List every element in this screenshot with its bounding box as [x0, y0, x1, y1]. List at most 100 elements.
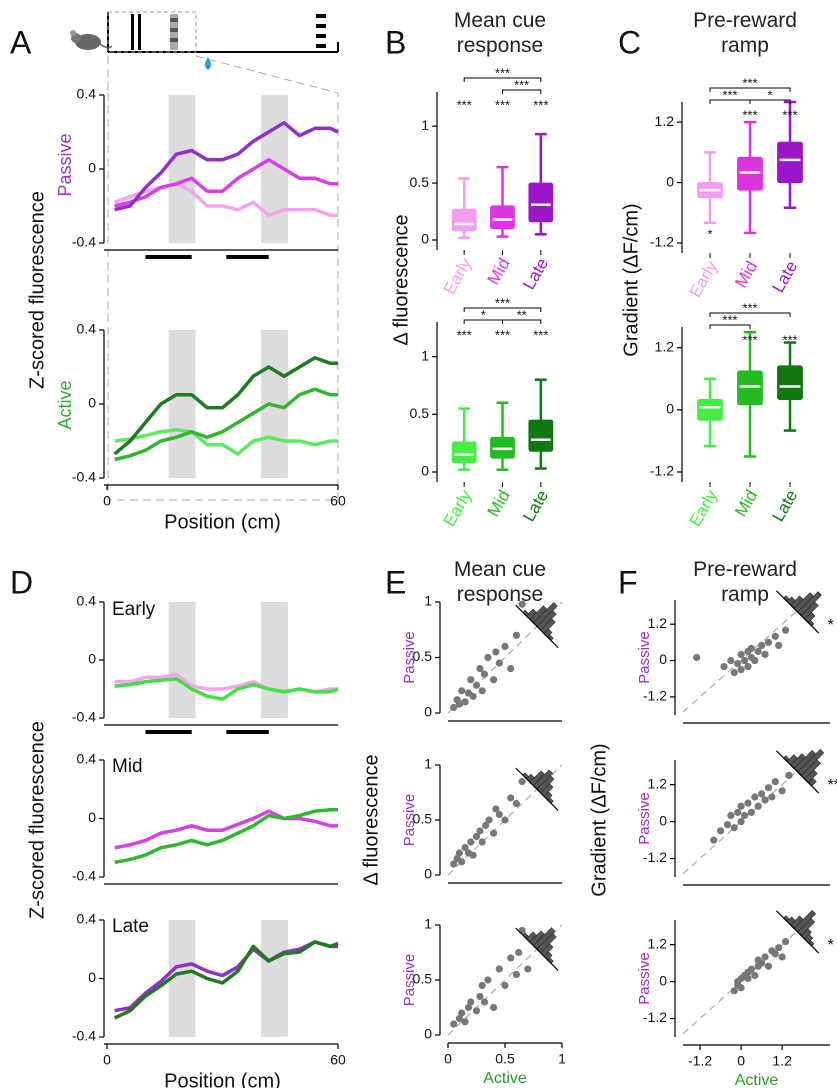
y-tick-label: 0 — [421, 231, 429, 247]
point — [512, 970, 521, 979]
box — [528, 182, 554, 223]
point — [771, 777, 779, 786]
x-tick-label: Early — [440, 486, 476, 529]
point — [751, 971, 759, 980]
histogram-base — [515, 927, 559, 971]
x-tick-label: Late — [768, 258, 801, 296]
y-tick-label: -1.2 — [650, 463, 674, 479]
point — [747, 644, 755, 653]
series-line — [113, 356, 338, 456]
y-axis-label: Passive — [636, 952, 653, 1005]
y-tick-label: -1.2 — [650, 234, 674, 250]
point — [518, 600, 526, 608]
point — [507, 794, 515, 802]
point — [785, 771, 793, 779]
x-tick-label: Mid — [731, 487, 761, 520]
series-line — [114, 807, 338, 865]
shaded-zone — [168, 602, 196, 718]
significance: *** — [742, 332, 757, 347]
x-tick-label: 1.2 — [772, 1053, 792, 1069]
point — [730, 824, 738, 832]
point — [751, 793, 759, 801]
point — [775, 944, 783, 952]
point — [730, 987, 738, 995]
y-tick-label: 0.4 — [77, 751, 97, 767]
point — [723, 821, 732, 829]
y-axis-label: Gradient (ΔF/cm) — [620, 203, 642, 356]
box — [697, 399, 723, 421]
point — [455, 700, 463, 708]
point — [775, 641, 783, 649]
point — [469, 851, 477, 859]
panel-letter: A — [10, 24, 32, 60]
point — [754, 647, 762, 656]
y-tick-label: 0 — [666, 173, 674, 189]
point — [758, 790, 766, 798]
point — [727, 811, 735, 820]
point — [758, 959, 766, 967]
row-label: Early — [112, 599, 156, 620]
point — [482, 821, 490, 830]
significance: * — [707, 226, 712, 241]
x-tick-label: 0 — [737, 1053, 745, 1069]
y-tick-label: 1.2 — [655, 113, 675, 129]
x-tick-label: Mid — [484, 255, 514, 288]
bracket — [463, 77, 542, 82]
point — [495, 810, 503, 819]
y-tick-label: 0 — [88, 809, 96, 825]
difference-histogram — [515, 767, 559, 811]
y-tick-label: 0 — [659, 972, 667, 988]
y-tick-label: 0 — [424, 1026, 432, 1042]
bracket-label: *** — [495, 295, 510, 310]
y-axis-label: Passive — [401, 794, 418, 847]
point — [476, 992, 484, 1001]
point — [478, 838, 486, 846]
bracket-label: * — [767, 87, 772, 102]
point — [492, 805, 500, 813]
point — [507, 954, 515, 962]
point — [495, 659, 503, 667]
point — [734, 808, 742, 816]
y-axis-label: Passive — [401, 954, 418, 1007]
significance: *** — [828, 777, 837, 794]
y-tick-label: 0 — [88, 969, 96, 985]
point — [771, 632, 779, 640]
point — [778, 787, 786, 795]
point — [472, 681, 481, 689]
point — [476, 665, 484, 673]
point — [485, 816, 493, 824]
y-tick-label: 0.4 — [77, 911, 97, 927]
point — [507, 665, 515, 673]
point — [518, 777, 526, 786]
point — [754, 802, 762, 810]
point — [476, 827, 484, 835]
bracket — [502, 319, 542, 324]
y-tick-label: -0.4 — [72, 1028, 96, 1044]
row-label: Late — [112, 916, 149, 937]
y-tick-label: 0 — [424, 704, 432, 720]
y-tick-label: 0.4 — [77, 321, 97, 337]
y-tick-label: 0 — [659, 812, 667, 828]
y-axis-label: Passive — [636, 631, 653, 684]
point — [730, 669, 738, 677]
box — [737, 156, 763, 191]
box — [777, 141, 803, 184]
point — [740, 656, 749, 665]
point — [490, 1003, 498, 1012]
point — [458, 1009, 466, 1017]
point — [480, 998, 489, 1006]
y-axis-label: Δ fluorescence — [390, 214, 412, 345]
point — [455, 849, 463, 857]
point — [512, 631, 521, 639]
y-tick-label: 1.2 — [655, 338, 675, 354]
series-line — [114, 809, 338, 850]
significance: *** — [495, 327, 510, 342]
x-axis-label: Active — [483, 1070, 527, 1087]
point — [740, 811, 749, 820]
point — [455, 1014, 463, 1023]
y-tick-label: 0 — [421, 463, 429, 479]
bracket — [463, 307, 542, 312]
point — [761, 650, 769, 659]
point — [515, 948, 523, 957]
significance: * — [828, 937, 834, 954]
